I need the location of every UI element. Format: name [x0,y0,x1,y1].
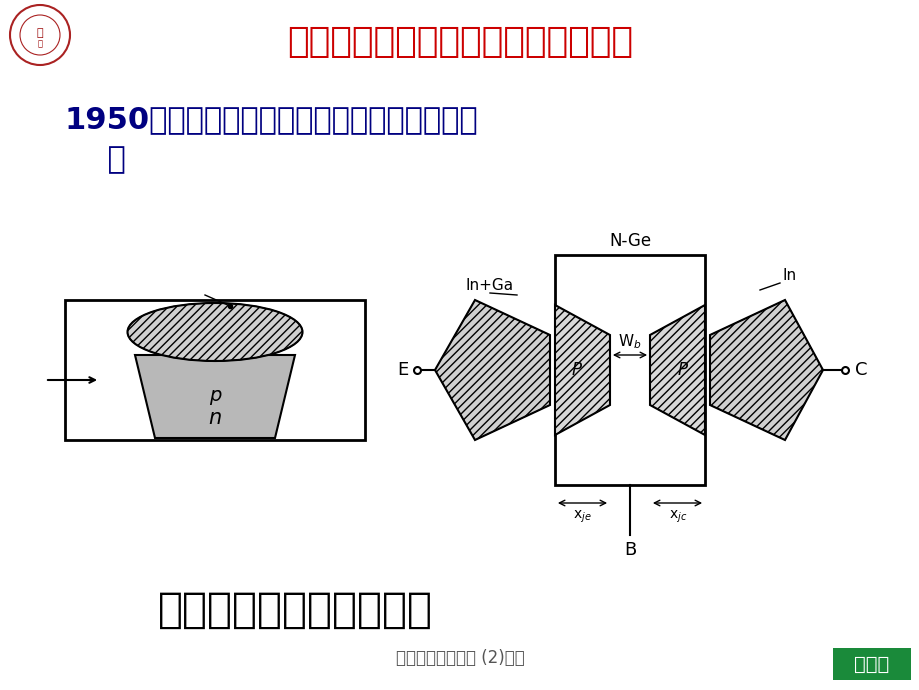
Text: N-Ge: N-Ge [608,232,651,250]
Text: E: E [397,361,408,379]
Text: P: P [572,361,582,379]
Polygon shape [135,355,295,438]
Text: 渗入距离总是难以控制的: 渗入距离总是难以控制的 [157,589,432,631]
Text: 西: 西 [37,28,43,38]
Text: W$_b$: W$_b$ [618,333,641,351]
Text: 1950年，合金法制备的晶体管即合金管或台面: 1950年，合金法制备的晶体管即合金管或台面 [65,105,478,134]
Text: n: n [208,408,221,428]
Text: B: B [623,541,635,559]
Ellipse shape [128,303,302,361]
Text: 半导体器件工艺技术发展的三个阶段: 半导体器件工艺技术发展的三个阶段 [287,25,632,59]
Bar [65,300,365,440]
Text: x$_{jc}$: x$_{jc}$ [668,509,686,525]
Text: 管: 管 [65,145,126,174]
Text: C: C [854,361,867,379]
Text: P: P [677,361,687,379]
Bar [554,255,704,485]
Polygon shape [650,305,704,435]
Polygon shape [554,305,609,435]
Polygon shape [709,300,823,440]
Text: x$_{je}$: x$_{je}$ [572,509,591,525]
FancyBboxPatch shape [832,648,910,680]
Text: 第三章: 第三章 [854,655,889,673]
Text: 大: 大 [38,39,42,48]
Polygon shape [435,300,550,440]
Text: In: In [782,268,796,282]
Text: p: p [209,386,221,404]
Text: 集成电路制造工艺 (2)课件: 集成电路制造工艺 (2)课件 [395,649,524,667]
Text: In+Ga: In+Ga [465,277,514,293]
